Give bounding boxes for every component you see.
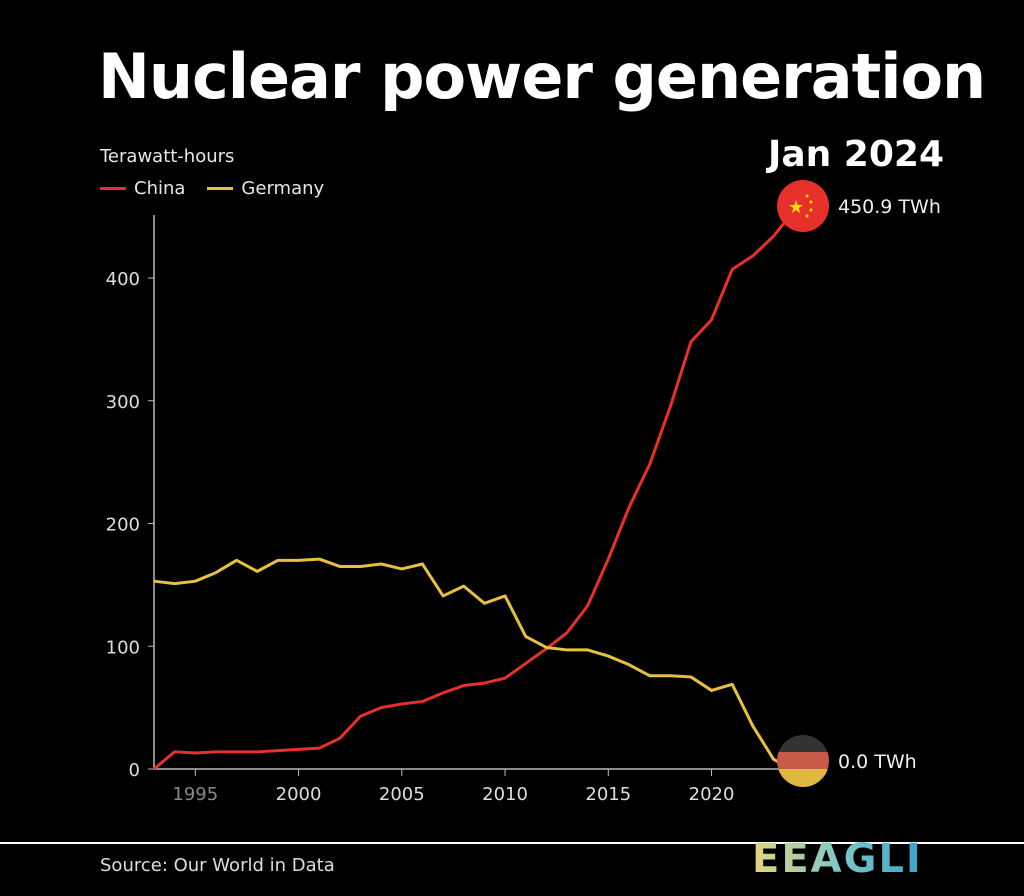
source-note: Source: Our World in Data <box>100 855 335 876</box>
legend-item-germany: Germany <box>207 178 324 199</box>
x-tick-label: 2005 <box>379 784 425 805</box>
y-tick-label: 300 <box>106 392 140 413</box>
logo: EEAGLI <box>752 836 923 882</box>
star-icon: ★ <box>788 197 804 218</box>
x-tick-label: 2000 <box>276 784 322 805</box>
y-tick-label: 400 <box>106 269 140 290</box>
flag-stripe <box>777 769 829 787</box>
legend-swatch <box>100 187 126 190</box>
date-label: Jan 2024 <box>767 134 944 175</box>
divider <box>0 842 1024 844</box>
end-value-label: 0.0 TWh <box>838 751 917 773</box>
star-icon <box>809 200 813 204</box>
series-line-china <box>153 214 792 771</box>
flag-stripe <box>777 752 829 770</box>
legend-item-china: China <box>100 178 185 199</box>
chart-title: Nuclear power generation <box>98 40 986 113</box>
germany-flag <box>777 735 829 787</box>
x-tick-label: 2015 <box>585 784 631 805</box>
y-tick-label: 0 <box>129 760 140 781</box>
x-tick-label: 2010 <box>482 784 528 805</box>
y-tick-label: 200 <box>106 515 140 536</box>
end-value-label: 450.9 TWh <box>838 196 941 218</box>
star-icon <box>809 208 813 212</box>
legend-swatch <box>207 187 234 190</box>
y-axis-label: Terawatt-hours <box>100 146 235 167</box>
x-tick-label: 2020 <box>689 784 735 805</box>
x-tick-label: 1995 <box>172 784 218 805</box>
legend-label: China <box>134 178 186 199</box>
flag-stripe <box>777 735 829 753</box>
legend: China Germany <box>100 178 324 199</box>
legend-label: Germany <box>241 178 325 199</box>
star-icon <box>805 214 809 218</box>
y-tick-label: 100 <box>106 637 140 658</box>
series-line-germany <box>153 557 791 771</box>
china-flag <box>777 180 829 232</box>
star-icon <box>805 194 809 198</box>
